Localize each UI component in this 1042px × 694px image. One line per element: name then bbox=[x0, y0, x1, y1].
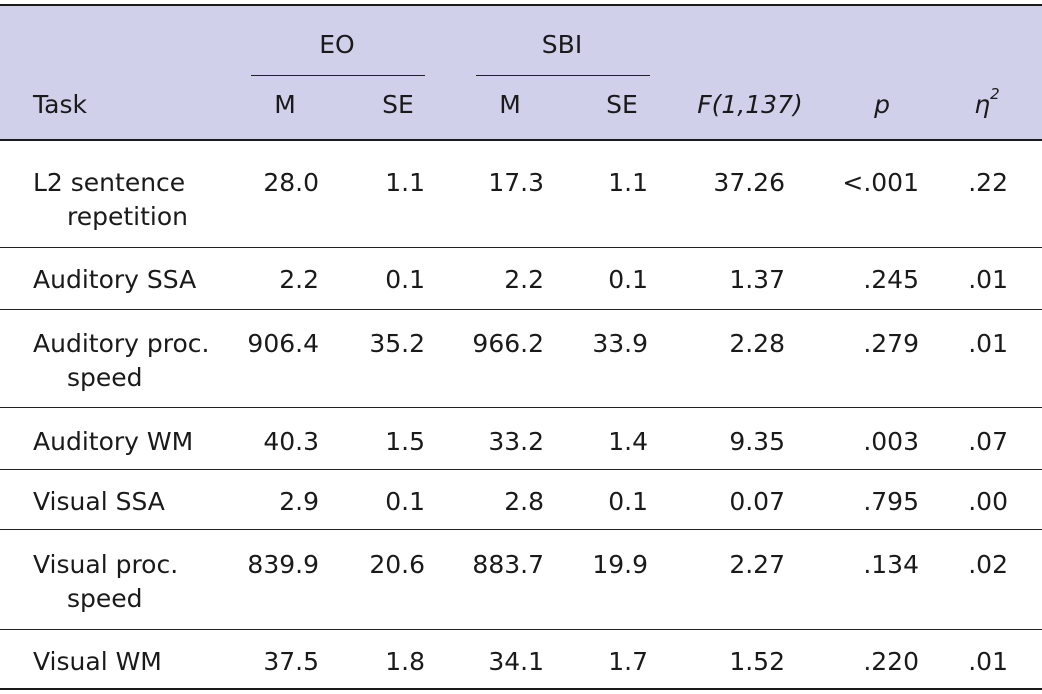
row-separator bbox=[0, 407, 1042, 408]
cell-f: 1.37 bbox=[729, 265, 785, 294]
cell-eta: .00 bbox=[968, 487, 1008, 516]
column-header-f: F(1,137) bbox=[697, 90, 803, 119]
column-header-task: Task bbox=[33, 90, 87, 119]
group-header-eo: EO bbox=[319, 30, 355, 59]
column-header-sbi-se: SE bbox=[606, 90, 638, 119]
cell-eta: .22 bbox=[968, 168, 1008, 197]
eta-symbol: η bbox=[974, 90, 991, 119]
cell-eo-m: 2.2 bbox=[279, 265, 319, 294]
row-separator bbox=[0, 529, 1042, 530]
task-line-1: L2 sentence bbox=[33, 168, 186, 197]
cell-eo-se: 35.2 bbox=[369, 329, 425, 358]
cell-eta: .02 bbox=[968, 550, 1008, 579]
cell-sbi-m: 33.2 bbox=[488, 427, 544, 456]
eta-superscript: 2 bbox=[990, 85, 1000, 103]
task-line-1: Visual proc. bbox=[33, 550, 179, 579]
cell-eo-se: 1.1 bbox=[385, 168, 425, 197]
cell-eta: .01 bbox=[968, 329, 1008, 358]
cell-p: .795 bbox=[863, 487, 919, 516]
sbi-span-line bbox=[476, 75, 650, 76]
column-header-sbi-m: M bbox=[499, 90, 521, 119]
bottom-rule bbox=[0, 688, 1042, 690]
cell-eo-se: 1.8 bbox=[385, 647, 425, 676]
cell-eo-m: 28.0 bbox=[263, 168, 319, 197]
cell-f: 37.26 bbox=[713, 168, 785, 197]
cell-p: .279 bbox=[863, 329, 919, 358]
cell-sbi-se: 1.1 bbox=[608, 168, 648, 197]
cell-sbi-se: 0.1 bbox=[608, 265, 648, 294]
table-row-task: L2 sentence repetition bbox=[33, 166, 188, 234]
cell-eta: .01 bbox=[968, 265, 1008, 294]
table-row-task: Visual proc. speed bbox=[33, 548, 178, 616]
cell-p: .245 bbox=[863, 265, 919, 294]
cell-eo-se: 1.5 bbox=[385, 427, 425, 456]
table-row-task: Auditory proc. speed bbox=[33, 327, 209, 395]
cell-sbi-se: 1.7 bbox=[608, 647, 648, 676]
cell-sbi-m: 2.2 bbox=[504, 265, 544, 294]
group-header-sbi: SBI bbox=[541, 30, 583, 59]
table-row-task: Visual SSA bbox=[33, 487, 165, 516]
header-rule bbox=[0, 139, 1042, 141]
cell-sbi-m: 966.2 bbox=[472, 329, 544, 358]
cell-eo-se: 0.1 bbox=[385, 265, 425, 294]
cell-eo-m: 37.5 bbox=[263, 647, 319, 676]
cell-f: 2.27 bbox=[729, 550, 785, 579]
cell-eo-m: 40.3 bbox=[263, 427, 319, 456]
row-separator bbox=[0, 469, 1042, 470]
cell-f: 2.28 bbox=[729, 329, 785, 358]
task-line-2: speed bbox=[67, 363, 143, 392]
cell-f: 0.07 bbox=[729, 487, 785, 516]
cell-sbi-m: 34.1 bbox=[488, 647, 544, 676]
eo-span-line bbox=[251, 75, 425, 76]
table-row-task: Auditory WM bbox=[33, 427, 194, 456]
cell-p: .220 bbox=[863, 647, 919, 676]
cell-sbi-m: 2.8 bbox=[504, 487, 544, 516]
table-row-task: Auditory SSA bbox=[33, 265, 197, 294]
top-rule bbox=[0, 4, 1042, 6]
task-line-2: repetition bbox=[67, 202, 188, 231]
cell-eo-m: 2.9 bbox=[279, 487, 319, 516]
cell-p: .134 bbox=[863, 550, 919, 579]
column-header-p: p bbox=[874, 90, 890, 119]
cell-eo-se: 20.6 bbox=[369, 550, 425, 579]
cell-sbi-se: 0.1 bbox=[608, 487, 648, 516]
cell-sbi-m: 17.3 bbox=[488, 168, 544, 197]
cell-eo-m: 906.4 bbox=[247, 329, 319, 358]
column-header-eo-m: M bbox=[274, 90, 296, 119]
table-row-task: Visual WM bbox=[33, 647, 162, 676]
task-line-2: speed bbox=[67, 584, 143, 613]
row-separator bbox=[0, 629, 1042, 630]
cell-sbi-se: 33.9 bbox=[592, 329, 648, 358]
row-separator bbox=[0, 309, 1042, 310]
cell-sbi-se: 19.9 bbox=[592, 550, 648, 579]
task-line-1: Auditory proc. bbox=[33, 329, 210, 358]
cell-eta: .07 bbox=[968, 427, 1008, 456]
cell-sbi-se: 1.4 bbox=[608, 427, 648, 456]
cell-p: <.001 bbox=[842, 168, 919, 197]
cell-eta: .01 bbox=[968, 647, 1008, 676]
cell-eo-m: 839.9 bbox=[247, 550, 319, 579]
cell-eo-se: 0.1 bbox=[385, 487, 425, 516]
table-header-background bbox=[0, 5, 1042, 139]
cell-sbi-m: 883.7 bbox=[472, 550, 544, 579]
row-separator bbox=[0, 247, 1042, 248]
cell-p: .003 bbox=[863, 427, 919, 456]
column-header-eo-se: SE bbox=[382, 90, 414, 119]
cell-f: 1.52 bbox=[729, 647, 785, 676]
cell-f: 9.35 bbox=[729, 427, 785, 456]
column-header-eta: η2 bbox=[974, 85, 1000, 122]
